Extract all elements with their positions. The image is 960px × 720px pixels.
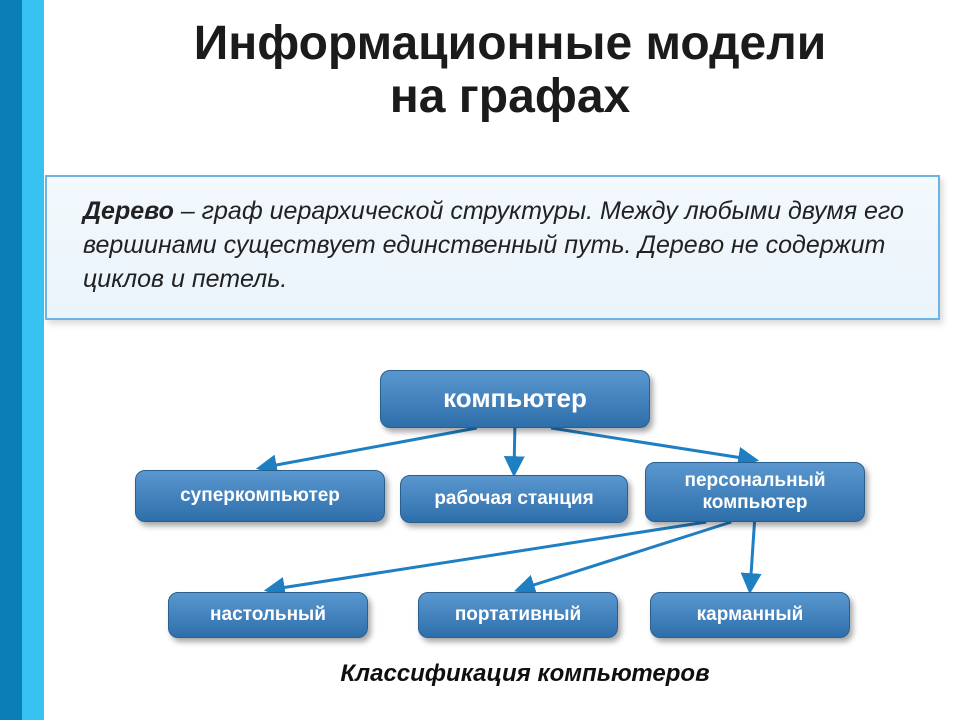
edge-root-super xyxy=(260,428,477,468)
edge-pc-pocket xyxy=(750,522,755,590)
edge-root-pc xyxy=(551,428,755,460)
tree-node-ws: рабочая станция xyxy=(400,475,628,523)
tree-node-port: портативный xyxy=(418,592,618,638)
diagram-caption: Классификация компьютеров xyxy=(150,660,900,688)
tree-node-super: суперкомпьютер xyxy=(135,470,385,522)
edge-pc-port xyxy=(518,522,731,590)
tree-node-desk: настольный xyxy=(168,592,368,638)
edge-root-ws xyxy=(514,428,515,473)
tree-node-pocket: карманный xyxy=(650,592,850,638)
tree-node-pc: персональный компьютер xyxy=(645,462,865,522)
tree-node-root: компьютер xyxy=(380,370,650,428)
caption-text: Классификация компьютеров xyxy=(340,660,709,687)
edge-pc-desk xyxy=(268,522,706,590)
